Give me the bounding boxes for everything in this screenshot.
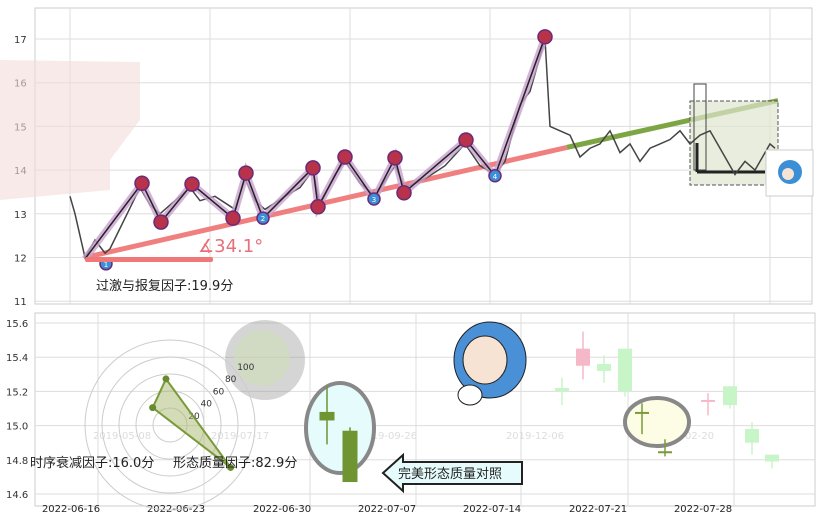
watermark-date: 2019-12-06 — [506, 431, 564, 442]
faded-candle-body — [723, 386, 737, 406]
pivot-high-marker — [337, 149, 353, 165]
y-tick-label: 15.0 — [6, 422, 28, 433]
y-tick-label: 14.8 — [6, 456, 28, 467]
radar-ring — [84, 339, 256, 511]
mascot-cartoon — [453, 321, 527, 406]
radar-point — [227, 463, 235, 471]
pivot-high-marker — [225, 210, 241, 226]
pivot-high-marker — [458, 132, 474, 148]
pivot-high-marker — [184, 176, 200, 192]
breakout-bracket — [695, 143, 765, 174]
watermark-date: 2019-07-17 — [211, 431, 269, 442]
highlight-ellipse — [304, 381, 376, 475]
y-tick-label: 17 — [14, 35, 27, 46]
support-line-fit — [84, 144, 568, 260]
radar-ring-label: 100 — [237, 363, 254, 373]
highlight-candles — [319, 386, 358, 483]
pivot-high-marker — [134, 175, 150, 191]
breakout-marker-box — [693, 83, 707, 171]
pivot-low-marker — [488, 169, 502, 183]
x-tick-label: 2022-07-28 — [674, 504, 732, 515]
x-tick-label: 2022-07-21 — [569, 504, 627, 515]
base-horizontal-line — [85, 257, 213, 262]
pivot-high-marker — [537, 29, 553, 45]
y-tick-label: 15.6 — [6, 319, 28, 330]
zigzag-pivots: 1 2 3 4 — [82, 29, 553, 271]
faded-candle-body — [765, 454, 779, 462]
watermark-date: 2019-05-08 — [93, 431, 151, 442]
x-tick-label: 2022-06-30 — [253, 504, 311, 515]
y-tick-label: 15.2 — [6, 387, 28, 398]
radar-ring-label: 80 — [225, 375, 237, 385]
shape-quality-factor-label: 形态质量因子:82.9分 — [173, 456, 297, 471]
x-tick-label: 2022-07-07 — [358, 504, 416, 515]
mascot-thumbnail[interactable] — [765, 149, 814, 197]
radar-ring-label: 40 — [200, 400, 212, 410]
pivot-label: 2 — [261, 215, 265, 223]
price-line — [69, 38, 776, 260]
zigzag-highlight — [82, 35, 549, 261]
bottom-y-axis: 15.6 15.4 15.2 15.0 14.8 14.6 — [6, 319, 28, 501]
y-tick-label: 14.6 — [6, 490, 28, 501]
pivot-low-marker — [367, 192, 381, 206]
radar-ring — [118, 373, 222, 477]
callout-label: 完美形态质量对照 — [398, 467, 502, 482]
pivot-high-marker — [305, 160, 321, 176]
y-tick-label: 11 — [14, 297, 27, 308]
radar-point — [162, 375, 170, 383]
pivot-high-marker — [238, 165, 254, 181]
y-tick-label: 12 — [14, 254, 27, 265]
bottom-plot-frame — [34, 312, 816, 507]
radar-ring-label: 60 — [213, 387, 225, 397]
pivot-high-marker — [310, 199, 326, 215]
angle-label: ∡34.1° — [198, 236, 263, 257]
time-decay-factor-label: 时序衰减因子:16.0分 — [30, 455, 154, 471]
reference-candles — [635, 403, 672, 457]
faded-candle-body — [618, 348, 632, 392]
y-tick-label: 15.4 — [6, 353, 28, 364]
radar-polygon — [151, 376, 232, 469]
faded-candles — [555, 331, 779, 469]
watermark-date: 2019-09-26 — [359, 431, 417, 442]
faded-candle-body — [745, 429, 759, 443]
x-tick-label: 2022-06-16 — [42, 504, 100, 515]
overreaction-factor-label: 过激与报复因子:19.9分 — [96, 279, 233, 294]
reference-ellipse — [623, 396, 691, 448]
faded-candle-body — [576, 348, 590, 366]
highlight-candle-body — [342, 430, 358, 483]
y-tick-label: 13 — [14, 210, 27, 221]
pivot-high-marker — [396, 185, 412, 201]
faded-candle-body — [701, 399, 715, 402]
radar-chart: 20406080100 — [84, 339, 256, 511]
pivot-label: 3 — [372, 196, 376, 204]
reference-candle-body — [658, 451, 672, 454]
zigzag-line — [84, 36, 546, 260]
watermark-cartoon-background — [0, 60, 140, 200]
pivot-high-marker — [387, 150, 403, 166]
pivot-label: 4 — [493, 173, 498, 181]
x-tick-label: 2022-07-14 — [463, 504, 521, 515]
highlight-candle-body — [319, 411, 335, 421]
faded-candle-body — [597, 364, 611, 371]
reference-candle-body — [635, 411, 649, 414]
radar-point — [149, 404, 157, 412]
pivot-high-marker — [153, 214, 169, 230]
radar-ring — [101, 356, 239, 494]
faded-candle-body — [555, 387, 569, 392]
pivot-label: 1 — [104, 261, 108, 269]
pivot-low-marker — [256, 211, 270, 225]
callout-arrow: 完美形态质量对照 — [381, 452, 523, 494]
